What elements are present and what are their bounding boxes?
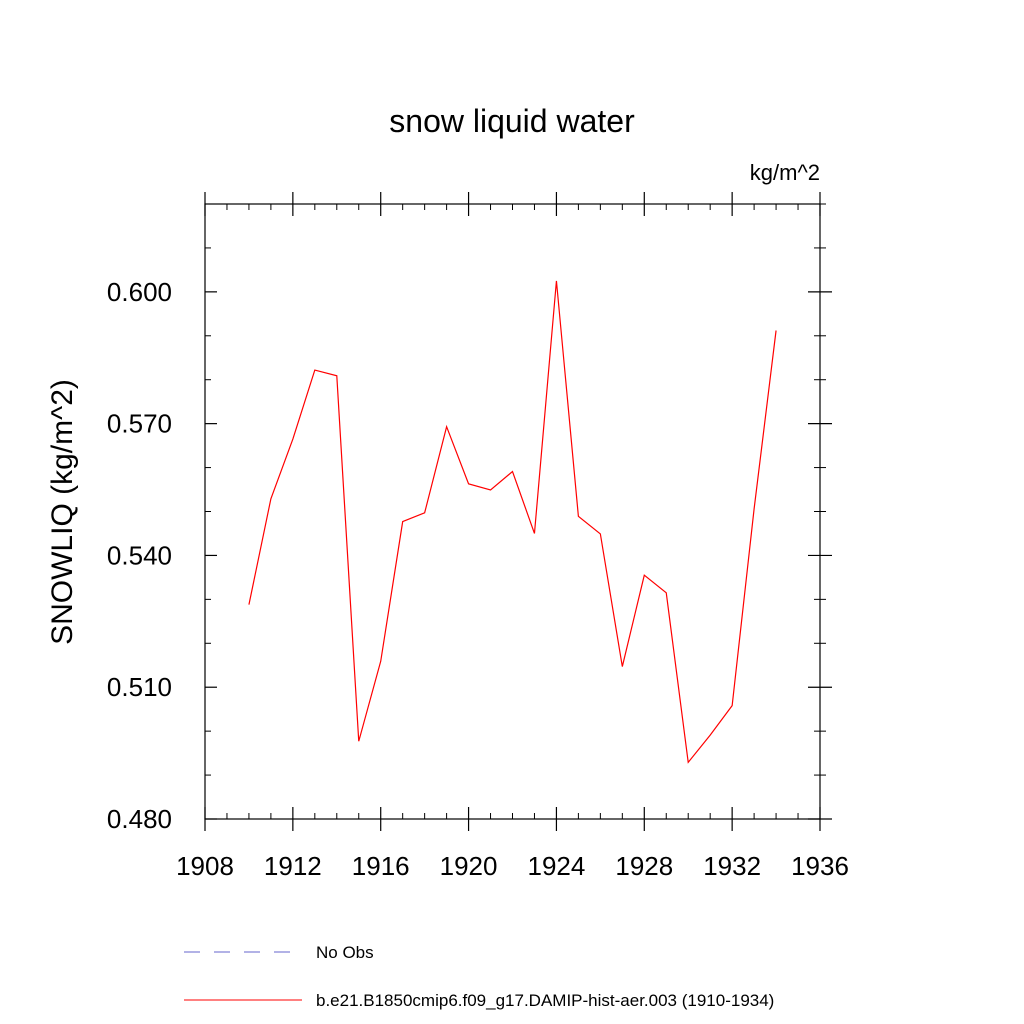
- x-tick-label: 1936: [791, 851, 849, 881]
- series-layer: [248, 280, 777, 764]
- series-line: [248, 280, 777, 764]
- x-tick-label: 1908: [176, 851, 234, 881]
- x-tick-label: 1932: [703, 851, 761, 881]
- x-axis-ticks: 1908 1912 1916 1920 1924 1928 1932 1936: [176, 192, 849, 881]
- chart-title: snow liquid water: [389, 103, 635, 139]
- y-tick-label: 0.600: [107, 277, 172, 307]
- x-tick-label: 1920: [440, 851, 498, 881]
- legend: No Obs b.e21.B1850cmip6.f09_g17.DAMIP-his…: [184, 943, 774, 1010]
- y-tick-label: 0.480: [107, 804, 172, 834]
- units-label: kg/m^2: [750, 160, 820, 185]
- y-axis-ticks: 0.480 0.510 0.540 0.570 0.600: [107, 203, 832, 834]
- y-tick-label: 0.540: [107, 540, 172, 570]
- y-axis-label: SNOWLIQ (kg/m^2): [46, 379, 79, 645]
- x-tick-label: 1928: [615, 851, 673, 881]
- plot-frame: [204, 203, 821, 820]
- legend-label: b.e21.B1850cmip6.f09_g17.DAMIP-hist-aer.…: [316, 991, 774, 1010]
- x-tick-label: 1924: [528, 851, 586, 881]
- y-tick-label: 0.510: [107, 672, 172, 702]
- y-tick-label: 0.570: [107, 409, 172, 439]
- legend-label: No Obs: [316, 943, 374, 962]
- x-tick-label: 1916: [352, 851, 410, 881]
- x-tick-label: 1912: [264, 851, 322, 881]
